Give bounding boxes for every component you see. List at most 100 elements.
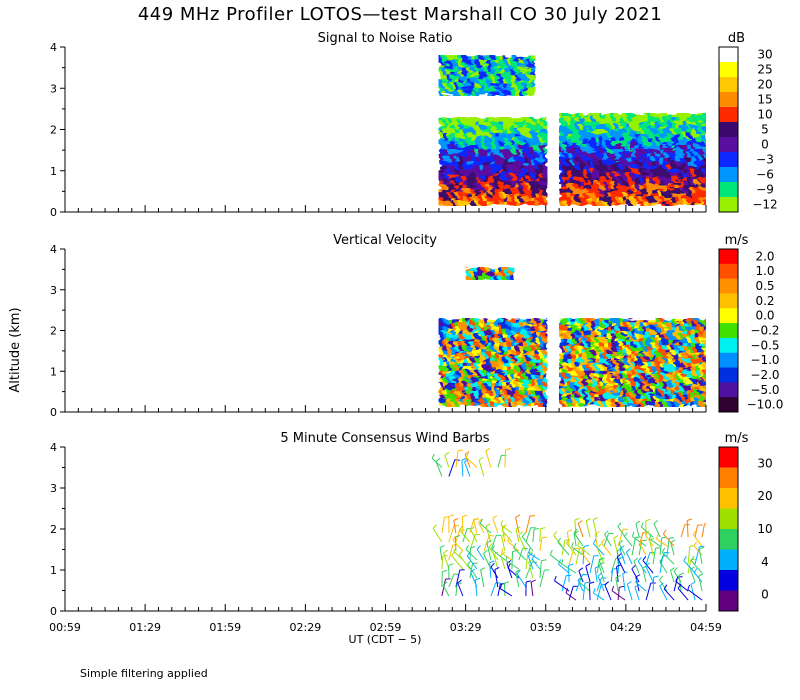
colorbar-swatch — [719, 107, 738, 123]
wind-barb-feather — [492, 545, 495, 551]
wind-barb-feather — [573, 528, 578, 534]
wind-barb — [432, 528, 443, 543]
wind-barb — [573, 532, 584, 547]
colorbar-label: 0.0 — [755, 309, 774, 323]
colorbar-swatch — [719, 92, 738, 108]
wind-barb — [530, 582, 534, 597]
wind-barb-feather — [435, 457, 441, 462]
wind-barb-feather — [501, 548, 504, 554]
wind-barb — [500, 524, 513, 534]
wind-barb — [531, 558, 541, 570]
wind-barb-feather — [571, 542, 574, 548]
wind-barb-feather — [659, 582, 664, 587]
wind-barb-feather — [645, 518, 651, 522]
wind-barb-feather — [633, 557, 639, 562]
colorbar-label: 15 — [757, 93, 772, 107]
colorbar-unit: m/s — [725, 431, 749, 446]
wind-barb-feather — [623, 532, 628, 537]
wind-barb — [558, 563, 570, 574]
y-tick-label: 2 — [50, 124, 57, 137]
x-axis-label: UT (CDT − 5) — [349, 633, 422, 646]
x-tick-label: 02:29 — [290, 621, 322, 634]
wind-barb-feather — [693, 568, 698, 573]
wind-barb — [635, 581, 647, 592]
wind-barb — [518, 548, 524, 561]
wind-barb — [494, 569, 499, 588]
wind-barb-feather — [613, 535, 619, 539]
wind-barb — [561, 540, 566, 556]
wind-barb — [645, 582, 652, 601]
wind-barb-feather — [593, 588, 596, 594]
colorbar-label: 20 — [757, 489, 772, 503]
wind-barb — [593, 543, 605, 556]
wind-barb-feather — [442, 569, 448, 573]
wind-barb — [604, 534, 612, 547]
wind-barb — [678, 574, 682, 592]
wind-barb-feather — [662, 529, 667, 535]
wind-barb-feather — [554, 575, 557, 581]
y-tick-label: 1 — [50, 165, 57, 178]
wind-barb-feather — [601, 538, 605, 544]
wind-barb-feather — [513, 543, 517, 549]
x-tick-labels: 00:59 01:29 01:59 02:29 02:59 03:29 03:59 04:29… — [49, 621, 722, 634]
wind-barb — [658, 579, 668, 592]
wind-barb — [617, 526, 626, 538]
wind-barb — [649, 540, 654, 556]
wind-barb-feather — [458, 550, 463, 556]
wind-barb-feather — [677, 583, 682, 589]
wind-barb — [480, 569, 485, 588]
wind-barb-feather — [692, 530, 697, 535]
wind-barb-feather — [453, 546, 457, 552]
wind-barb — [441, 556, 444, 570]
wind-barb — [525, 515, 531, 534]
panel-title: Vertical Velocity — [333, 233, 437, 248]
wind-barb — [501, 529, 513, 543]
wind-barb — [619, 548, 626, 565]
wind-barb-feather — [453, 517, 459, 521]
wind-barb-feather — [690, 556, 695, 561]
wind-barb-feather — [617, 548, 623, 552]
colorbar-label: −3 — [756, 153, 774, 167]
colorbar-swatch — [719, 263, 738, 279]
wind-barb — [611, 590, 626, 601]
wind-barb-feather — [458, 525, 463, 531]
wind-barb-feather — [678, 572, 684, 576]
wind-barb — [461, 516, 464, 534]
x-tick-label: 04:59 — [690, 621, 722, 634]
wind-barb — [539, 560, 542, 579]
wind-barb — [515, 528, 520, 543]
wind-barb-feather — [598, 557, 604, 561]
y-tick-label: 2 — [50, 523, 57, 536]
y-tick-label: 3 — [50, 82, 57, 95]
wind-barb-feather — [661, 547, 666, 553]
wind-barb — [455, 569, 461, 588]
colorbar-swatch — [719, 467, 738, 489]
wind-barb-feather — [483, 549, 488, 554]
wind-barb-feather — [617, 522, 622, 527]
wind-barb — [490, 582, 497, 597]
wind-barb — [568, 586, 574, 601]
wind-barb — [604, 584, 612, 601]
wind-barb — [687, 546, 691, 565]
wind-barb-feather — [580, 547, 585, 553]
colorbar-swatch — [719, 382, 738, 398]
wind-barb-feather — [615, 575, 621, 579]
wind-barb — [680, 524, 686, 538]
wind-barb — [492, 549, 506, 561]
wind-barb — [527, 555, 534, 570]
wind-barb — [453, 520, 457, 534]
wind-barb-feather — [557, 537, 562, 543]
wind-barb-feather — [690, 581, 696, 585]
wind-barb — [486, 542, 492, 561]
wind-barb — [653, 523, 661, 538]
panel-2: Vertical Velocity 0 1 2 3 4 m/s 2.01.00.50.20.0… — [50, 233, 783, 419]
wind-barb — [610, 557, 617, 574]
wind-barb-feather — [515, 526, 521, 530]
colorbar-label: −0.5 — [750, 338, 779, 352]
wind-barb-feather — [452, 535, 457, 541]
colorbar-swatch — [719, 47, 738, 63]
wind-barb — [625, 551, 633, 565]
wind-barb-feather — [598, 562, 604, 566]
wind-barb-feather — [687, 584, 691, 590]
